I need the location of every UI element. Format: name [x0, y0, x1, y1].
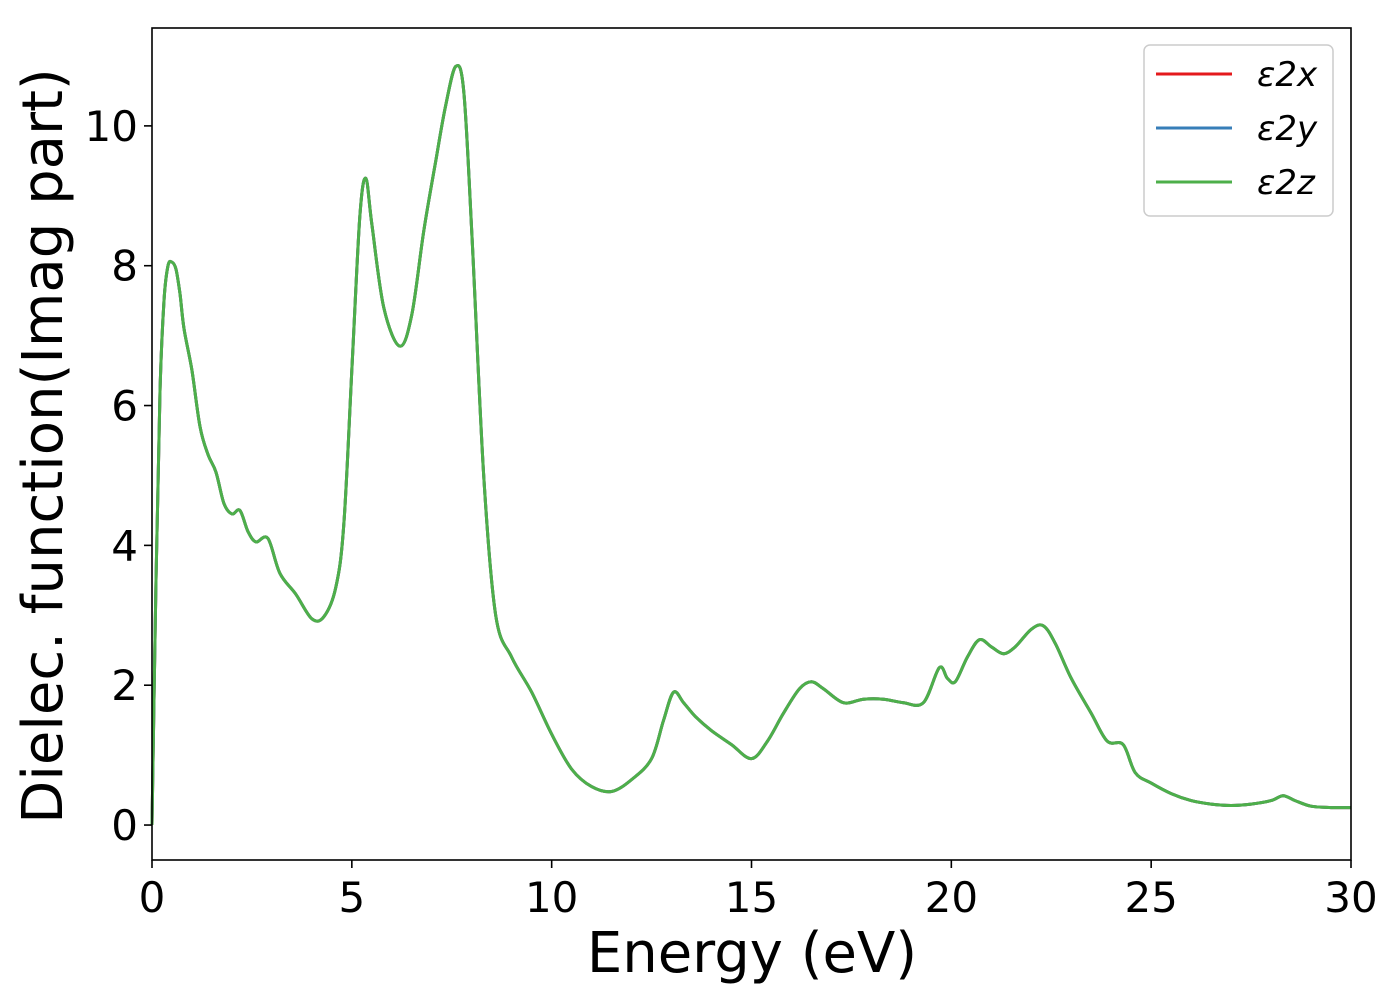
- y-tick-label: 0: [111, 801, 138, 850]
- x-tick-label: 5: [338, 873, 365, 922]
- x-axis-ticks: 0 5 10 15 20 25 30: [139, 860, 1378, 922]
- x-tick-label: 20: [925, 873, 978, 922]
- x-tick-label: 25: [1124, 873, 1177, 922]
- y-tick-label: 10: [85, 102, 138, 151]
- legend-entry-3: ε2z: [1257, 163, 1316, 203]
- series-layer: [150, 63, 1352, 826]
- series-line-3: [150, 63, 1352, 826]
- y-tick-label: 4: [111, 521, 138, 570]
- legend-entry-2: ε2y: [1257, 109, 1318, 149]
- legend: ε2x ε2y ε2z: [1143, 44, 1334, 217]
- legend-box: [1143, 44, 1334, 217]
- y-axis-ticks: 0 2 4 6 8 10: [85, 102, 152, 850]
- x-tick-label: 0: [139, 873, 166, 922]
- y-tick-label: 8: [111, 242, 138, 291]
- y-tick-label: 2: [111, 661, 138, 710]
- y-tick-label: 6: [111, 382, 138, 431]
- y-axis-label: Dielec. function(Imag part): [11, 68, 76, 824]
- x-tick-label: 15: [725, 873, 778, 922]
- x-tick-label: 30: [1324, 873, 1377, 922]
- x-axis-label: Energy (eV): [587, 921, 917, 986]
- x-tick-label: 10: [525, 873, 578, 922]
- legend-entry-1: ε2x: [1257, 55, 1318, 95]
